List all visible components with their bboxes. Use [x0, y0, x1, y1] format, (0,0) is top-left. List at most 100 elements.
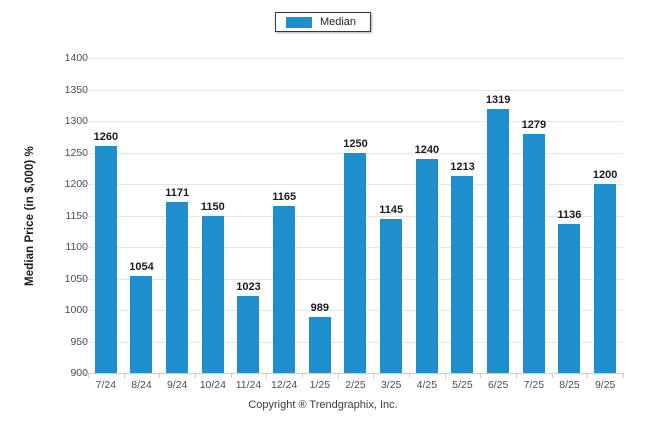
y-tick-label-1150: 1150: [65, 209, 88, 222]
x-tick-mark: [337, 373, 339, 378]
y-tick-label-1250: 1250: [64, 146, 88, 159]
bar-value-label: 1279: [521, 119, 547, 132]
bar-7-25[interactable]: [522, 134, 545, 373]
bar-slot: 1023: [231, 58, 267, 373]
x-tick-mark: [302, 373, 303, 378]
x-tick-label-9-24: 9/24: [166, 379, 188, 391]
chart-legend[interactable]: Median: [274, 12, 372, 32]
bar-6-25[interactable]: [487, 109, 510, 373]
bar-value-label: 1136: [557, 209, 582, 222]
bar-value-label: 1150: [200, 200, 225, 213]
bar-value-label: 1145: [379, 203, 404, 216]
x-tick-label-2-25: 2/25: [345, 379, 366, 391]
x-tick-mark: [551, 373, 553, 378]
bar-12-24[interactable]: [273, 206, 296, 373]
x-tick-label-5-25: 5/25: [452, 379, 473, 391]
bar-2-25[interactable]: [344, 152, 367, 373]
bar-slot: 1145: [373, 58, 409, 373]
copyright-notice: Copyright ® Trendgraphix, Inc.: [248, 399, 398, 411]
y-tick-mark-1200: [84, 184, 88, 185]
y-tick-mark-1250: [84, 152, 88, 154]
gridline-1350: [88, 89, 623, 91]
y-tick-mark-1400: [84, 58, 88, 59]
plot-area: 1260 1054 1171 1150 1023 1165 989 1250 1145 1240 1…: [88, 58, 623, 374]
y-tick-label-900: 900: [70, 367, 88, 379]
bar-slot: 989: [302, 58, 338, 373]
x-tick-mark: [480, 373, 482, 378]
bar-10-24[interactable]: [201, 215, 224, 373]
bar-5-25[interactable]: [451, 175, 474, 373]
bar-slot: 1054: [124, 58, 160, 373]
x-tick-label-4-25: 4/25: [416, 379, 438, 391]
x-tick-mark: [230, 373, 232, 378]
bar-9-24[interactable]: [166, 202, 189, 373]
legend-swatch-median: [285, 16, 312, 28]
bar-4-25[interactable]: [415, 158, 438, 373]
bar-1-25[interactable]: [308, 316, 331, 373]
x-tick-mark: [266, 373, 268, 378]
x-tick-label-1-25: 1/25: [309, 379, 331, 391]
bar-value-label: 1054: [129, 260, 154, 273]
x-tick-label-11-24: 11/24: [235, 379, 262, 391]
y-tick-label-1300: 1300: [64, 115, 88, 127]
bar-value-label: 1171: [165, 187, 190, 200]
y-axis-ticks: 900 950 1000 1050 1100 1150 1200 1250 1300 1350 14…: [40, 52, 88, 379]
bar-9-25[interactable]: [594, 184, 617, 373]
y-tick-mark-1150: [84, 215, 88, 217]
y-tick-label-1200: 1200: [64, 178, 88, 190]
bar-slot: 1319: [480, 58, 516, 373]
x-tick-mark: [516, 373, 517, 378]
bar-3-25[interactable]: [380, 218, 403, 373]
x-tick-label-8-25: 8/25: [559, 379, 580, 391]
y-tick-label-1400: 1400: [64, 52, 88, 64]
x-tick-mark: [88, 373, 89, 378]
x-tick-mark: [587, 373, 589, 378]
x-tick-mark: [444, 373, 446, 378]
y-tick-mark-1100: [84, 247, 88, 248]
bar-value-label: 1260: [93, 131, 119, 144]
x-tick-mark: [195, 373, 196, 378]
bar-slot: 1250: [338, 58, 374, 373]
bar-slot: 1171: [159, 58, 195, 373]
bar-slot: 1260: [88, 58, 124, 373]
bar-value-label: 1200: [592, 169, 618, 181]
bar-slot: 1213: [445, 58, 481, 373]
y-axis-title: Median Price (in $,000) %: [24, 146, 36, 286]
bar-7-24[interactable]: [94, 146, 117, 373]
bar-slot: 1240: [409, 58, 445, 373]
y-tick-mark-1300: [84, 121, 88, 122]
bar-slot: 1200: [587, 58, 623, 373]
bar-slot: 1279: [516, 58, 552, 373]
bar-series-median: 1260 1054 1171 1150 1023 1165 989 1250 1145 1240 1…: [88, 58, 623, 373]
bar-8-25[interactable]: [558, 224, 581, 373]
x-tick-label-8-24: 8/24: [131, 379, 152, 391]
x-tick-mark: [409, 373, 410, 378]
x-tick-label-9-25: 9/25: [594, 379, 616, 391]
y-tick-mark-1350: [84, 89, 88, 91]
bar-slot: 1136: [552, 58, 588, 373]
y-tick-label-950: 950: [70, 335, 88, 348]
y-tick-label-1100: 1100: [65, 241, 88, 253]
gridline-1400: [88, 58, 623, 59]
x-tick-mark: [373, 373, 375, 378]
bar-value-label: 1023: [236, 280, 261, 293]
bar-value-label: 1240: [414, 143, 440, 156]
bar-slot: 1165: [266, 58, 302, 373]
x-tick-label-12-24: 12/24: [271, 379, 298, 391]
x-axis-line: [88, 373, 623, 374]
bar-value-label: 1165: [272, 191, 297, 204]
x-tick-mark: [159, 373, 161, 378]
x-tick-mark: [623, 373, 624, 378]
x-tick-label-7-25: 7/25: [523, 379, 545, 391]
bar-11-24[interactable]: [237, 295, 260, 373]
y-tick-label-1000: 1000: [64, 304, 88, 316]
legend-label-median: Median: [319, 15, 357, 28]
bar-value-label: 989: [310, 301, 330, 314]
bar-slot: 1150: [195, 58, 231, 373]
x-tick-label-10-24: 10/24: [199, 379, 226, 391]
bar-8-24[interactable]: [130, 275, 153, 373]
bar-value-label: 1213: [450, 160, 475, 173]
bar-value-label: 1250: [343, 137, 368, 150]
x-tick-label-3-25: 3/25: [380, 379, 402, 391]
